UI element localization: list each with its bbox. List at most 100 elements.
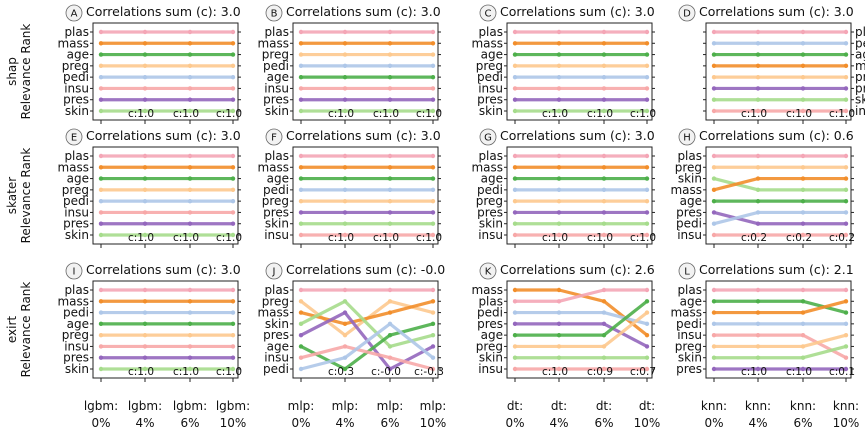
plot-frame — [292, 22, 439, 121]
rank-label: preg — [675, 339, 702, 353]
data-point-preg — [387, 299, 393, 304]
data-point-age — [142, 176, 148, 181]
data-point-insu — [430, 86, 436, 91]
data-point-preg — [755, 165, 761, 170]
data-point-pres — [230, 221, 236, 226]
data-point-insu — [98, 210, 104, 215]
data-point-insu — [644, 366, 650, 372]
data-point-age — [755, 299, 761, 304]
data-point-preg — [98, 187, 104, 193]
data-point-insu — [298, 86, 304, 91]
series-line-mass — [300, 299, 434, 326]
series-line-preg — [714, 333, 847, 349]
rank-label: mass — [471, 283, 503, 297]
data-point-plas — [755, 153, 761, 159]
data-point-mass — [843, 63, 849, 69]
data-point-plas — [800, 29, 806, 35]
rank-label: pedi — [263, 183, 289, 197]
panel-letter: J — [272, 267, 276, 278]
data-point-insu — [342, 86, 348, 91]
data-point-pres — [230, 355, 236, 360]
data-point-skin — [142, 232, 148, 238]
data-point-pedi — [512, 310, 518, 315]
data-point-skin — [298, 108, 304, 114]
data-point-plas — [142, 29, 148, 35]
correlation-label: c:1.0 — [542, 108, 568, 120]
data-point-mass — [387, 41, 393, 46]
data-point-skin — [711, 97, 717, 102]
data-point-mass — [800, 310, 806, 315]
rank-label: age — [481, 48, 503, 62]
data-point-preg — [142, 63, 148, 69]
rank-label: age — [855, 48, 865, 62]
series-line-plas — [515, 288, 647, 303]
data-point-pres — [755, 221, 761, 226]
x-tick-label: 10% — [420, 416, 447, 430]
data-point-pedi — [843, 210, 849, 215]
data-point-pedi — [298, 366, 304, 372]
plot-frame — [92, 146, 239, 245]
data-point-insu — [556, 366, 562, 372]
x-tick-label: 4% — [335, 416, 354, 430]
data-point-skin — [98, 366, 104, 372]
correlation-label: c:1.0 — [829, 108, 855, 120]
data-point-insu — [342, 344, 348, 349]
rank-label: skin — [65, 104, 89, 118]
data-point-pedi — [800, 41, 806, 46]
data-point-pedi — [142, 310, 148, 315]
data-point-plas — [430, 287, 436, 293]
plot-frame — [506, 146, 653, 245]
rank-label: pedi — [263, 59, 289, 73]
data-point-preg — [298, 52, 304, 57]
x-tick-label: 10% — [833, 416, 860, 430]
data-point-mass — [601, 299, 607, 304]
data-point-skin — [430, 221, 436, 226]
rank-label: mass — [257, 36, 289, 50]
data-point-age — [644, 52, 650, 57]
data-point-age — [843, 198, 849, 204]
rank-label: preg — [62, 328, 89, 342]
data-point-mass — [843, 299, 849, 304]
plot-title: Correlations sum (c): 2.1 — [699, 262, 854, 277]
data-point-pedi — [711, 321, 717, 327]
data-point-skin — [342, 108, 348, 114]
rank-label: age — [267, 339, 289, 353]
rank-label: preg — [262, 48, 289, 62]
data-point-pres — [601, 210, 607, 215]
data-point-preg — [800, 165, 806, 170]
data-point-insu — [512, 366, 518, 372]
rank-label: skin — [855, 93, 865, 107]
data-point-pres — [644, 210, 650, 215]
correlation-label: c:1.0 — [173, 108, 199, 120]
data-point-age — [98, 52, 104, 57]
data-point-pedi — [387, 187, 393, 193]
data-point-insu — [230, 344, 236, 349]
data-point-pres — [644, 97, 650, 102]
data-point-plas — [512, 153, 518, 159]
data-point-age — [755, 198, 761, 204]
data-point-mass — [298, 41, 304, 46]
correlation-label: c:1.0 — [216, 108, 242, 120]
data-point-plas — [142, 153, 148, 159]
data-point-age — [644, 176, 650, 181]
data-point-pedi — [512, 74, 518, 80]
panel-badge — [65, 128, 83, 146]
data-point-pres — [556, 210, 562, 215]
data-point-skin — [644, 221, 650, 226]
subplot-C: C Correlations sum (c): 3.0plasmassagepre… — [471, 4, 656, 124]
data-point-age — [187, 176, 193, 181]
data-point-plas — [800, 287, 806, 293]
data-point-age — [98, 321, 104, 327]
data-point-age — [711, 52, 717, 57]
data-point-preg — [601, 63, 607, 69]
rank-label: preg — [855, 70, 865, 84]
x-tick-label: 6% — [594, 416, 613, 430]
data-point-pedi — [843, 321, 849, 327]
rank-label: age — [481, 328, 503, 342]
x-tick-label: knn: — [833, 399, 859, 413]
data-point-pedi — [98, 310, 104, 315]
data-point-skin — [556, 108, 562, 114]
data-point-mass — [644, 332, 650, 338]
data-point-skin — [230, 232, 236, 238]
data-point-age — [342, 366, 348, 372]
